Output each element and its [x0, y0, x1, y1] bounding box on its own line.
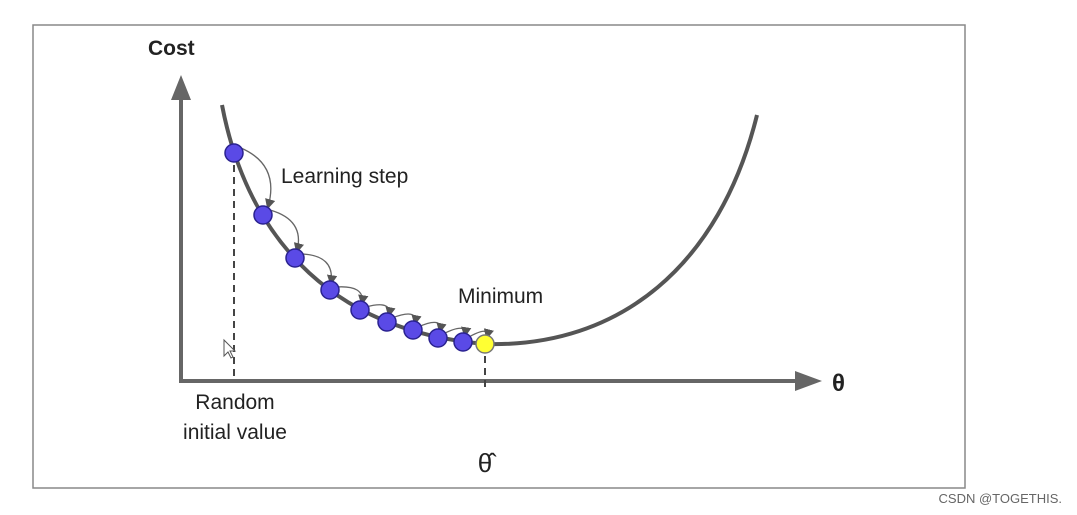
cursor — [223, 338, 237, 359]
watermark: CSDN @TOGETHIS. — [939, 491, 1062, 506]
x-arrow — [795, 371, 822, 391]
minimum-label: Minimum — [458, 285, 543, 308]
y-arrow — [171, 75, 191, 100]
random-label: initial value — [183, 421, 287, 444]
minimum-point — [475, 334, 495, 354]
y-axis-label: Cost — [148, 37, 195, 60]
frame — [32, 24, 966, 489]
learning-step-label: Learning step — [281, 165, 408, 188]
step-points — [224, 143, 473, 352]
x-axis-label: θ — [832, 370, 845, 397]
random-label: Random — [195, 391, 274, 414]
